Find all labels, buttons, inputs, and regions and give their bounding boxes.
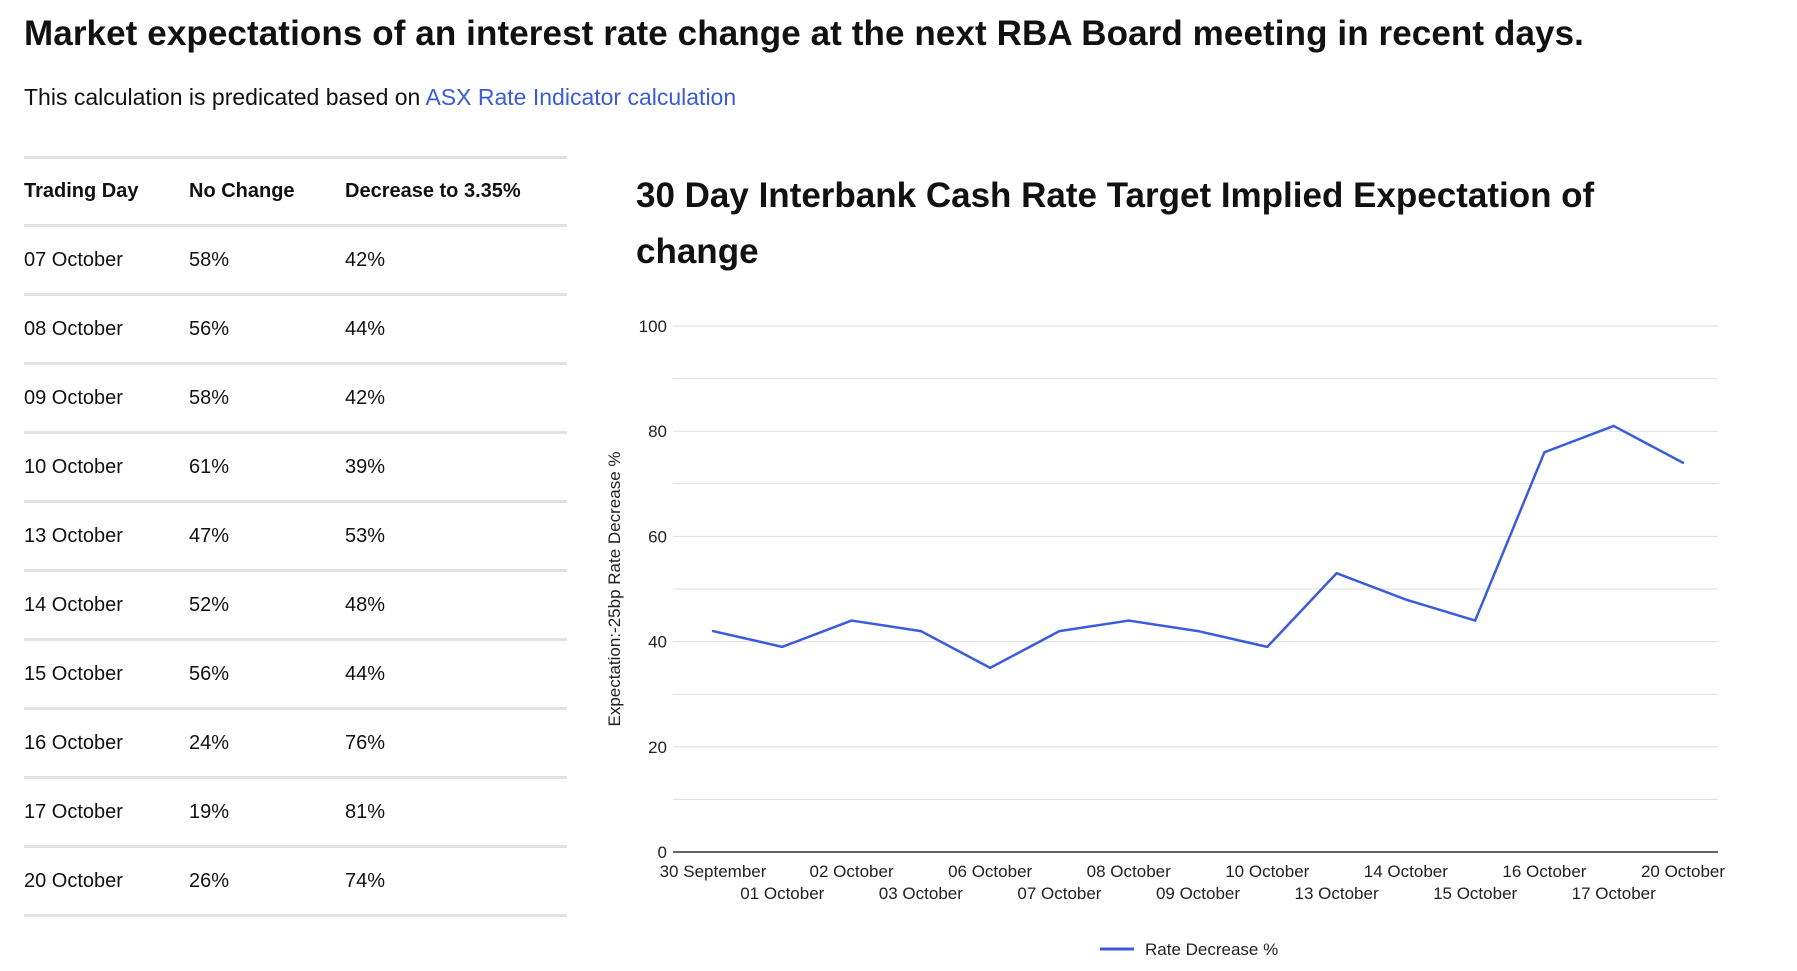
table-row: 14 October 52% 48% [24, 571, 567, 640]
page-title: Market expectations of an interest rate … [24, 14, 1584, 53]
x-tick-label: 07 October [1017, 884, 1101, 903]
x-tick-label: 13 October [1295, 884, 1379, 903]
cell-trading-day: 20 October [24, 869, 123, 892]
y-tick-label: 0 [658, 843, 667, 862]
cell-decrease: 53% [345, 524, 386, 547]
cell-no-change: 47% [189, 524, 230, 547]
data-point [711, 629, 715, 633]
x-tick-label: 30 September [660, 862, 767, 881]
header-decrease: Decrease to 3.35% [345, 180, 521, 202]
data-point [781, 645, 784, 649]
table-row: 08 October 56% 44% [24, 295, 567, 364]
cell-trading-day: 07 October [24, 248, 123, 271]
cell-no-change: 52% [189, 593, 230, 616]
table-row: 09 October 58% 42% [24, 364, 567, 433]
cell-decrease: 48% [345, 593, 386, 616]
data-point [1266, 645, 1269, 649]
expectations-table: Trading Day No Change Decrease to 3.35% … [24, 156, 567, 917]
x-tick-label: 09 October [1156, 884, 1240, 903]
table-row: 13 October 47% 53% [24, 502, 567, 571]
table-row: 20 October 26% 74% [24, 847, 567, 916]
data-point [919, 629, 923, 633]
cell-trading-day: 14 October [24, 593, 123, 616]
cell-trading-day: 17 October [24, 800, 123, 823]
cell-no-change: 24% [189, 731, 230, 754]
cell-decrease: 44% [345, 662, 386, 685]
cell-decrease: 42% [345, 386, 386, 409]
legend-label: Rate Decrease % [1145, 940, 1278, 959]
y-tick-label: 60 [648, 527, 667, 546]
cell-no-change: 58% [189, 248, 230, 271]
x-tick-label: 03 October [879, 884, 963, 903]
cell-no-change: 26% [189, 869, 230, 892]
cell-no-change: 61% [189, 455, 230, 478]
cell-decrease: 44% [345, 317, 386, 340]
data-point [1335, 572, 1338, 575]
data-point [1196, 629, 1200, 633]
y-axis-label: Expectation:-25bp Rate Decrease % [605, 452, 624, 727]
table-row: 10 October 61% 39% [24, 433, 567, 502]
data-point [1612, 424, 1615, 428]
page-subtitle: This calculation is predicated based on … [24, 84, 736, 111]
y-tick-label: 100 [639, 317, 667, 336]
x-tick-label: 01 October [740, 884, 824, 903]
cell-trading-day: 09 October [24, 386, 123, 409]
cell-trading-day: 10 October [24, 455, 123, 478]
subtitle-text: This calculation is predicated based on [24, 84, 426, 110]
cell-trading-day: 13 October [24, 524, 123, 547]
x-tick-label: 20 October [1641, 862, 1725, 881]
asx-rate-indicator-link[interactable]: ASX Rate Indicator calculation [425, 84, 737, 110]
x-tick-label: 08 October [1087, 862, 1171, 881]
x-tick-label: 14 October [1364, 862, 1448, 881]
chart-title: 30 Day Interbank Cash Rate Target Implie… [636, 176, 1595, 271]
cell-no-change: 56% [189, 317, 230, 340]
data-point [1681, 461, 1685, 464]
cell-decrease: 74% [345, 869, 386, 892]
x-tick-label: 02 October [810, 862, 894, 881]
cell-trading-day: 16 October [24, 731, 123, 754]
legend: Rate Decrease % [1100, 940, 1278, 959]
header-no-change: No Change [189, 180, 295, 202]
table-row: 17 October 19% 81% [24, 778, 567, 847]
x-tick-labels: 30 September 01 October 02 October 03 Octob… [660, 862, 1726, 903]
cell-trading-day: 08 October [24, 317, 123, 340]
cell-no-change: 56% [189, 662, 230, 685]
line-chart: 0 20 40 60 80 100 Expectation:-25bp Rate Decr… [605, 317, 1726, 959]
y-tick-labels: 0 20 40 60 80 100 [639, 317, 667, 862]
y-tick-label: 40 [648, 633, 667, 652]
cell-decrease: 81% [345, 800, 386, 823]
cell-decrease: 42% [345, 248, 386, 271]
gridlines [673, 325, 1718, 800]
table-row: 15 October 56% 44% [24, 640, 567, 709]
x-tick-label: 15 October [1433, 884, 1517, 903]
cell-no-change: 19% [189, 800, 230, 823]
table-header-row: Trading Day No Change Decrease to 3.35% [24, 157, 567, 226]
expectations-table-container: Trading Day No Change Decrease to 3.35% … [24, 156, 567, 917]
data-point [1543, 451, 1546, 454]
data-point [1127, 619, 1130, 622]
data-points [711, 424, 1685, 670]
table-row: 07 October 58% 42% [24, 226, 567, 295]
header-trading-day: Trading Day [24, 180, 139, 202]
data-point [1058, 629, 1061, 633]
data-point [1473, 619, 1477, 622]
cell-decrease: 76% [345, 731, 386, 754]
table-row: 16 October 24% 76% [24, 709, 567, 778]
y-tick-label: 20 [648, 738, 667, 757]
x-tick-label: 16 October [1502, 862, 1586, 881]
x-tick-label: 06 October [948, 862, 1032, 881]
cell-no-change: 58% [189, 386, 230, 409]
cell-trading-day: 15 October [24, 662, 123, 685]
x-tick-label: 10 October [1225, 862, 1309, 881]
data-point [850, 619, 853, 622]
data-point [1404, 598, 1408, 601]
cell-decrease: 39% [345, 455, 386, 478]
y-tick-label: 80 [648, 422, 667, 441]
data-point [988, 666, 992, 670]
x-tick-label: 17 October [1572, 884, 1656, 903]
